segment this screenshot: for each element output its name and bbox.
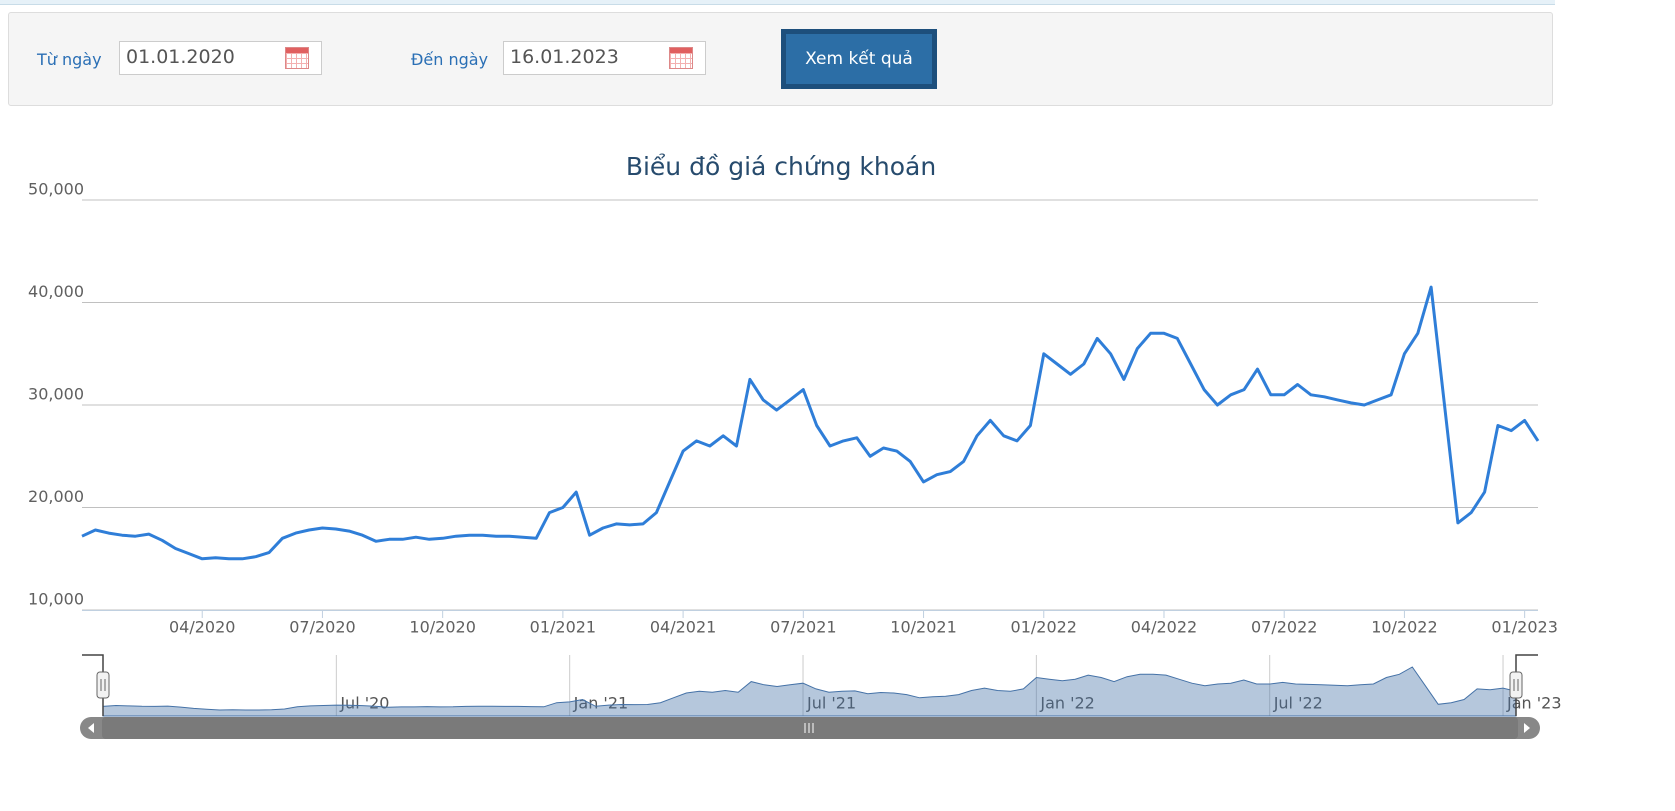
y-tick-label: 20,000	[28, 487, 84, 506]
navigator-label: Jul '22	[1273, 694, 1323, 713]
x-tick-label: 10/2020	[409, 618, 475, 637]
navigator-label: Jan '22	[1039, 694, 1095, 713]
calendar-icon[interactable]	[669, 47, 693, 69]
submit-button[interactable]: Xem kết quả	[781, 29, 937, 89]
x-tick-label: 10/2021	[890, 618, 956, 637]
x-tick-label: 07/2021	[770, 618, 836, 637]
chart-title: Biểu đồ giá chứng khoán	[626, 152, 936, 181]
navigator-handle[interactable]	[96, 671, 110, 699]
x-tick-label: 07/2020	[289, 618, 355, 637]
from-value: 01.01.2020	[126, 46, 235, 68]
x-tick-label: 04/2021	[650, 618, 716, 637]
y-tick-label: 40,000	[28, 282, 84, 301]
calendar-icon[interactable]	[285, 47, 309, 69]
y-tick-label: 10,000	[28, 590, 84, 609]
x-tick-label: 01/2022	[1011, 618, 1077, 637]
x-tick-label: 10/2022	[1371, 618, 1437, 637]
price-line	[81, 285, 1540, 561]
x-tick-label: 01/2023	[1491, 618, 1557, 637]
to-input[interactable]: 16.01.2023	[503, 41, 706, 75]
scrollbar-thumb[interactable]	[102, 717, 1518, 739]
from-input[interactable]: 01.01.2020	[119, 41, 322, 75]
x-tick-label: 04/2022	[1131, 618, 1197, 637]
y-tick-label: 30,000	[28, 385, 84, 404]
top-bar	[0, 0, 1555, 5]
navigator-handle[interactable]	[1509, 671, 1523, 699]
x-tick-label: 04/2020	[169, 618, 235, 637]
from-label: Từ ngày	[37, 50, 102, 69]
navigator-area	[102, 666, 1517, 717]
navigator-label: Jul '21	[806, 694, 856, 713]
scroll-right[interactable]	[1524, 723, 1530, 733]
navigator-label: Jan '21	[573, 694, 629, 713]
scroll-left[interactable]	[88, 723, 94, 733]
x-tick-label: 01/2021	[530, 618, 596, 637]
date-form: Từ ngày 01.01.2020 Đến ngày 16.01.2023 X…	[8, 12, 1553, 106]
to-label: Đến ngày	[411, 50, 489, 69]
to-value: 16.01.2023	[510, 46, 619, 68]
navigator-label: Jul '20	[339, 694, 389, 713]
y-tick-label: 50,000	[28, 180, 84, 199]
x-tick-label: 07/2022	[1251, 618, 1317, 637]
